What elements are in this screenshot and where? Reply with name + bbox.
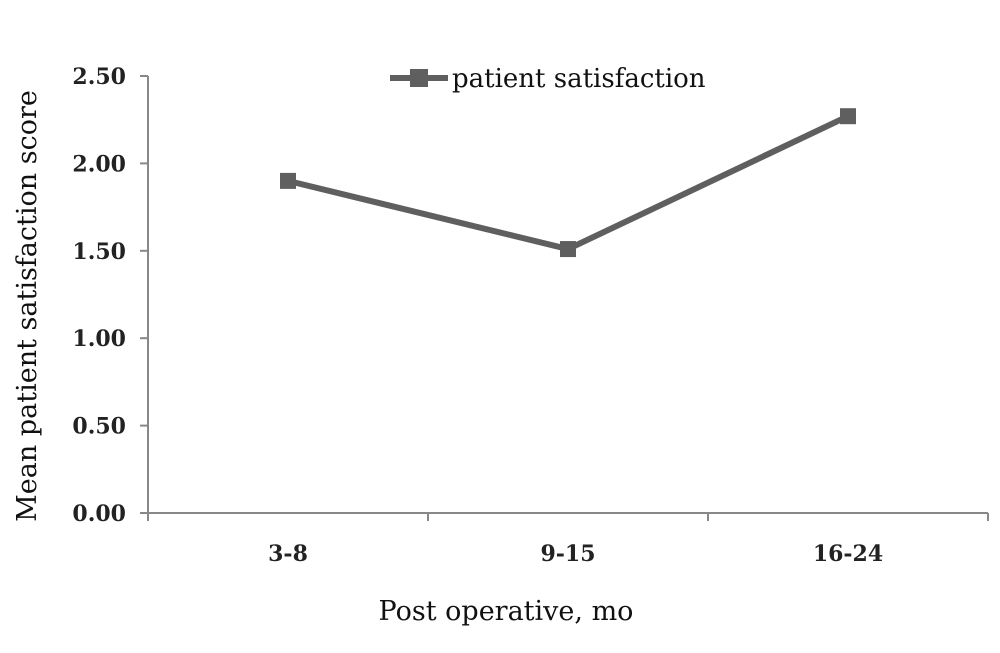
series-layer <box>280 108 856 258</box>
series-line <box>287 113 850 253</box>
data-point-3-8 <box>280 172 296 189</box>
x-tick-label: 9-15 <box>540 541 595 567</box>
y-axis-ticks: 0.00 0.50 1.00 1.50 2.00 2.50 <box>72 64 148 527</box>
y-tick-label: 0.50 <box>72 414 126 440</box>
legend-label: patient satisfaction <box>452 64 706 94</box>
x-tick-label: 3-8 <box>268 541 308 567</box>
data-point-9-15 <box>560 241 576 258</box>
y-tick-label: 1.50 <box>72 239 126 265</box>
legend: patient satisfaction <box>390 64 706 94</box>
y-tick-label: 2.50 <box>72 64 126 90</box>
y-tick-label: 2.00 <box>72 151 126 177</box>
y-axis-title: Mean patient satisfaction score <box>12 90 43 522</box>
y-tick-label: 0.00 <box>72 501 126 527</box>
y-tick-label: 1.00 <box>72 326 126 352</box>
data-point-16-24 <box>840 108 856 125</box>
x-tick-label: 16-24 <box>813 541 883 567</box>
x-axis-ticks: 3-8 9-15 16-24 <box>147 513 989 567</box>
legend-marker <box>410 69 428 87</box>
x-axis-title: Post operative, mo <box>379 596 634 627</box>
